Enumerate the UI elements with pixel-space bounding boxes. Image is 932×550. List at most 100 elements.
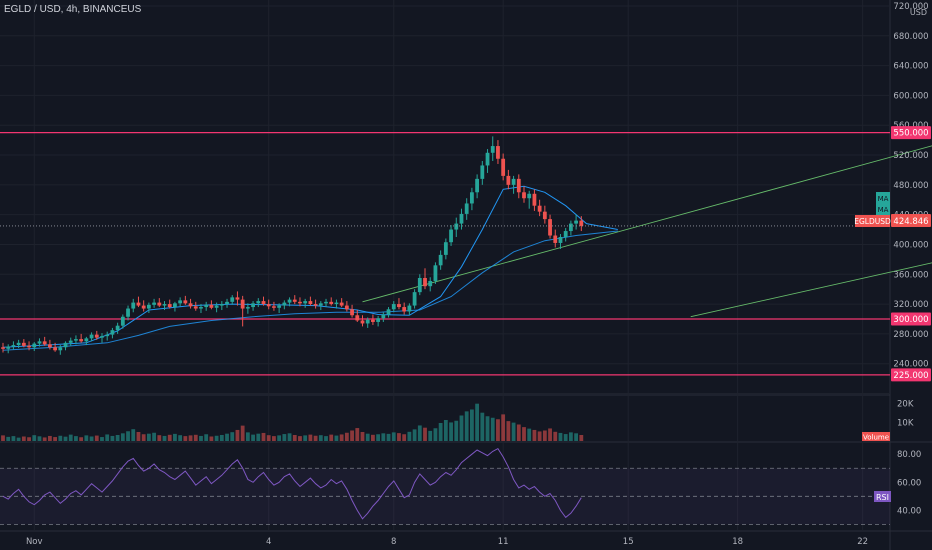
last-price-value: 424.846 — [893, 217, 928, 227]
trend-channel[interactable] — [362, 49, 932, 318]
symbol-price-badge[interactable]: EGLDUSD 424.846 — [854, 214, 931, 227]
volume-label-badge[interactable]: Volume — [862, 432, 890, 442]
candle-body — [511, 178, 516, 185]
volume-bar — [126, 431, 130, 441]
candle-body — [443, 242, 448, 255]
rsi-line — [2, 447, 582, 520]
currency-label: USD — [910, 8, 927, 17]
volume-bar — [152, 432, 156, 441]
volume-bar — [245, 432, 250, 441]
symbol-header[interactable]: EGLD / USD, 4h, BINANCEUS — [4, 4, 142, 15]
volume-bar — [240, 425, 245, 441]
volume-tick-label: 10K — [897, 418, 914, 428]
candle-body — [105, 334, 110, 337]
volume-bar — [183, 436, 188, 441]
candle-body — [146, 304, 151, 309]
candle-body — [89, 334, 94, 339]
ma-badge-2[interactable]: MA — [876, 204, 890, 215]
volume-label: Volume — [863, 434, 889, 442]
volume-bar — [235, 429, 240, 441]
candle-body — [516, 178, 521, 193]
price-tick-label: 400.000 — [893, 240, 928, 250]
volume-bar — [193, 434, 198, 441]
candle-body — [381, 314, 386, 319]
volume-bar — [522, 427, 526, 441]
price-tick-label: 280.000 — [893, 330, 928, 340]
volume-bar — [277, 435, 282, 441]
candle-body — [27, 345, 31, 348]
time-tick-label: 11 — [498, 537, 509, 547]
volume-bar — [115, 435, 120, 441]
candle-body — [355, 315, 360, 321]
volume-bar — [313, 435, 318, 441]
candle-body — [568, 223, 573, 232]
candle-body — [115, 325, 120, 331]
candle-body — [397, 304, 401, 308]
candle-body — [11, 345, 16, 347]
volume-bar — [381, 433, 386, 441]
level-badge-label: 550.000 — [893, 129, 928, 139]
candle-body — [58, 347, 63, 351]
volume-bar — [157, 435, 162, 441]
rsi-pane — [0, 447, 890, 525]
candle-body — [371, 319, 375, 322]
candle-body — [63, 342, 68, 348]
candle-body — [308, 301, 313, 305]
candle-body — [537, 205, 542, 212]
candle-body — [548, 219, 552, 236]
ma-fast-line — [2, 185, 618, 348]
ma-badge-1[interactable]: MA — [876, 192, 890, 204]
time-tick-label: 15 — [623, 537, 634, 547]
candle-body — [266, 304, 271, 307]
candle-body — [527, 193, 532, 199]
volume-bar — [272, 436, 276, 441]
volume-bar — [16, 437, 21, 441]
candle-body — [110, 330, 115, 335]
candle-body — [225, 301, 229, 305]
horizontal-levels[interactable] — [0, 132, 890, 376]
rsi-label: RSI — [876, 493, 889, 502]
volume-bar — [386, 433, 391, 441]
volume-bar — [167, 434, 172, 441]
ma-badge-2-label: MA — [878, 206, 889, 214]
candle-body — [173, 303, 177, 308]
candle-body — [553, 235, 558, 243]
rsi-axis: 40.00 60.00 80.00 — [897, 450, 921, 516]
volume-bar — [266, 435, 271, 441]
level-badge — [891, 312, 931, 326]
candle-body — [532, 193, 537, 206]
volume-bar — [79, 437, 84, 441]
volume-bar — [141, 434, 146, 441]
candle-body — [74, 339, 78, 341]
volume-bar — [344, 432, 349, 441]
volume-bar — [428, 430, 433, 441]
volume-bar — [68, 434, 73, 441]
rsi-label-badge[interactable]: RSI — [874, 491, 891, 502]
candle-body — [417, 277, 422, 293]
candle-body — [16, 342, 21, 346]
candle-body — [256, 301, 261, 304]
volume-bar — [63, 436, 68, 441]
rsi-tick-label: 60.00 — [897, 478, 921, 488]
volume-bar — [256, 433, 261, 441]
volume-bar — [110, 435, 115, 441]
time-axis[interactable]: Nov48111518222528Dec12:0069 — [26, 532, 932, 550]
candle-body — [235, 297, 240, 300]
volume-bar — [230, 432, 235, 441]
volume-bar — [360, 432, 365, 441]
candle-body — [1, 347, 5, 349]
candle-body — [318, 303, 323, 306]
level-badge — [891, 368, 931, 382]
volume-bar — [433, 428, 438, 441]
volume-bar — [365, 433, 370, 441]
volume-bar — [27, 437, 31, 441]
volume-bar — [84, 435, 89, 441]
volume-bar — [391, 432, 396, 441]
volume-bar — [339, 434, 344, 441]
time-tick-label: Nov — [26, 537, 43, 547]
volume-bar — [47, 435, 52, 441]
volume-bar — [371, 434, 375, 441]
candle-body — [219, 304, 224, 306]
candle-body — [433, 265, 438, 281]
